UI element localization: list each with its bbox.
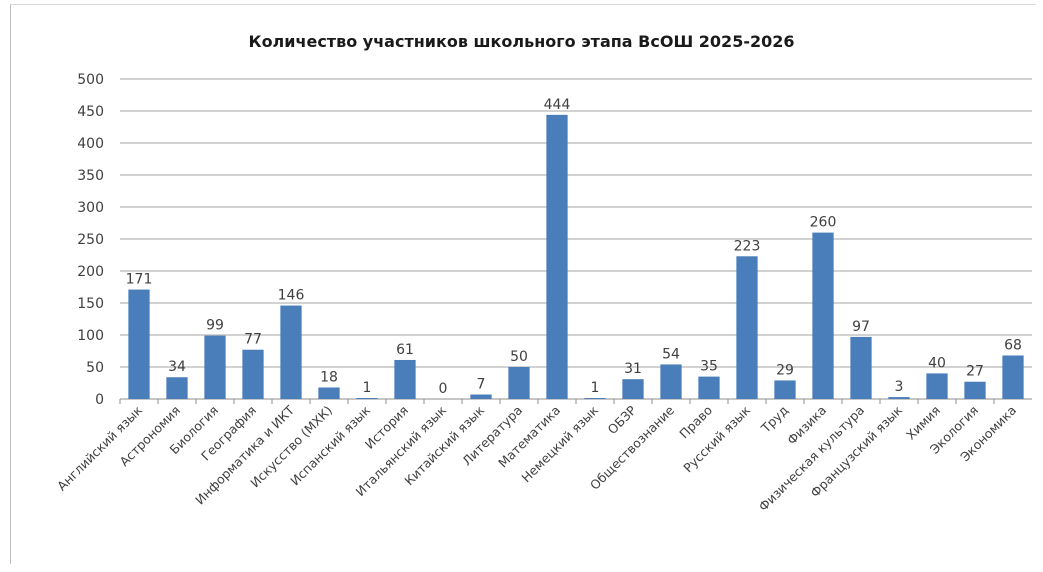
data-label: 77 (244, 332, 262, 348)
bar (128, 289, 150, 399)
data-label: 54 (662, 346, 680, 362)
bar (622, 379, 644, 399)
data-label: 146 (278, 288, 305, 304)
data-label: 18 (320, 369, 338, 385)
data-label: 3 (895, 379, 904, 395)
y-tick-label: 350 (77, 168, 104, 184)
y-tick-label: 250 (77, 232, 104, 248)
bar (888, 397, 910, 399)
bar (660, 364, 682, 399)
data-label: 27 (966, 364, 984, 380)
y-tick-label: 450 (77, 104, 104, 120)
bar (964, 381, 986, 399)
bar (812, 232, 834, 399)
data-label: 260 (810, 215, 837, 231)
data-label: 29 (776, 362, 794, 378)
data-label: 31 (624, 361, 642, 377)
data-label: 1 (591, 380, 600, 396)
y-tick-label: 50 (86, 360, 104, 376)
y-tick-label: 100 (77, 328, 104, 344)
data-label: 0 (439, 381, 448, 397)
bar (850, 336, 872, 399)
bar (774, 380, 796, 399)
x-tick-label: Труд (757, 403, 791, 437)
data-label: 68 (1004, 337, 1022, 353)
bar (546, 114, 568, 399)
y-tick-label: 400 (77, 136, 104, 152)
data-label: 34 (168, 359, 186, 375)
data-label: 50 (510, 349, 528, 365)
bar (242, 349, 264, 399)
y-tick-label: 300 (77, 200, 104, 216)
data-label: 40 (928, 355, 946, 371)
data-label: 223 (734, 238, 761, 254)
x-tick-label: Русский язык (680, 402, 753, 475)
bar (508, 367, 530, 399)
bar (280, 305, 302, 399)
chart-title: Количество участников школьного этапа Вс… (248, 32, 795, 51)
bar (698, 376, 720, 399)
bar (394, 359, 416, 399)
data-label: 171 (126, 272, 153, 288)
bar (584, 398, 606, 399)
data-label: 1 (363, 380, 372, 396)
chart-frame (10, 4, 1036, 564)
bar (204, 335, 226, 399)
y-tick-label: 150 (77, 296, 104, 312)
data-label: 61 (396, 342, 414, 358)
bar (318, 387, 340, 399)
y-tick-label: 500 (77, 72, 104, 88)
bar (166, 377, 188, 399)
bar (470, 394, 492, 399)
y-tick-label: 200 (77, 264, 104, 280)
data-label: 35 (700, 359, 718, 375)
bar (356, 398, 378, 399)
bar (1002, 355, 1024, 399)
data-label: 444 (544, 97, 571, 113)
data-label: 7 (477, 377, 486, 393)
x-tick-label: ОБЗР (604, 402, 639, 437)
bar (736, 256, 758, 399)
data-label: 99 (206, 318, 224, 334)
bar (926, 373, 948, 399)
data-label: 97 (852, 319, 870, 335)
y-tick-label: 0 (95, 392, 104, 408)
